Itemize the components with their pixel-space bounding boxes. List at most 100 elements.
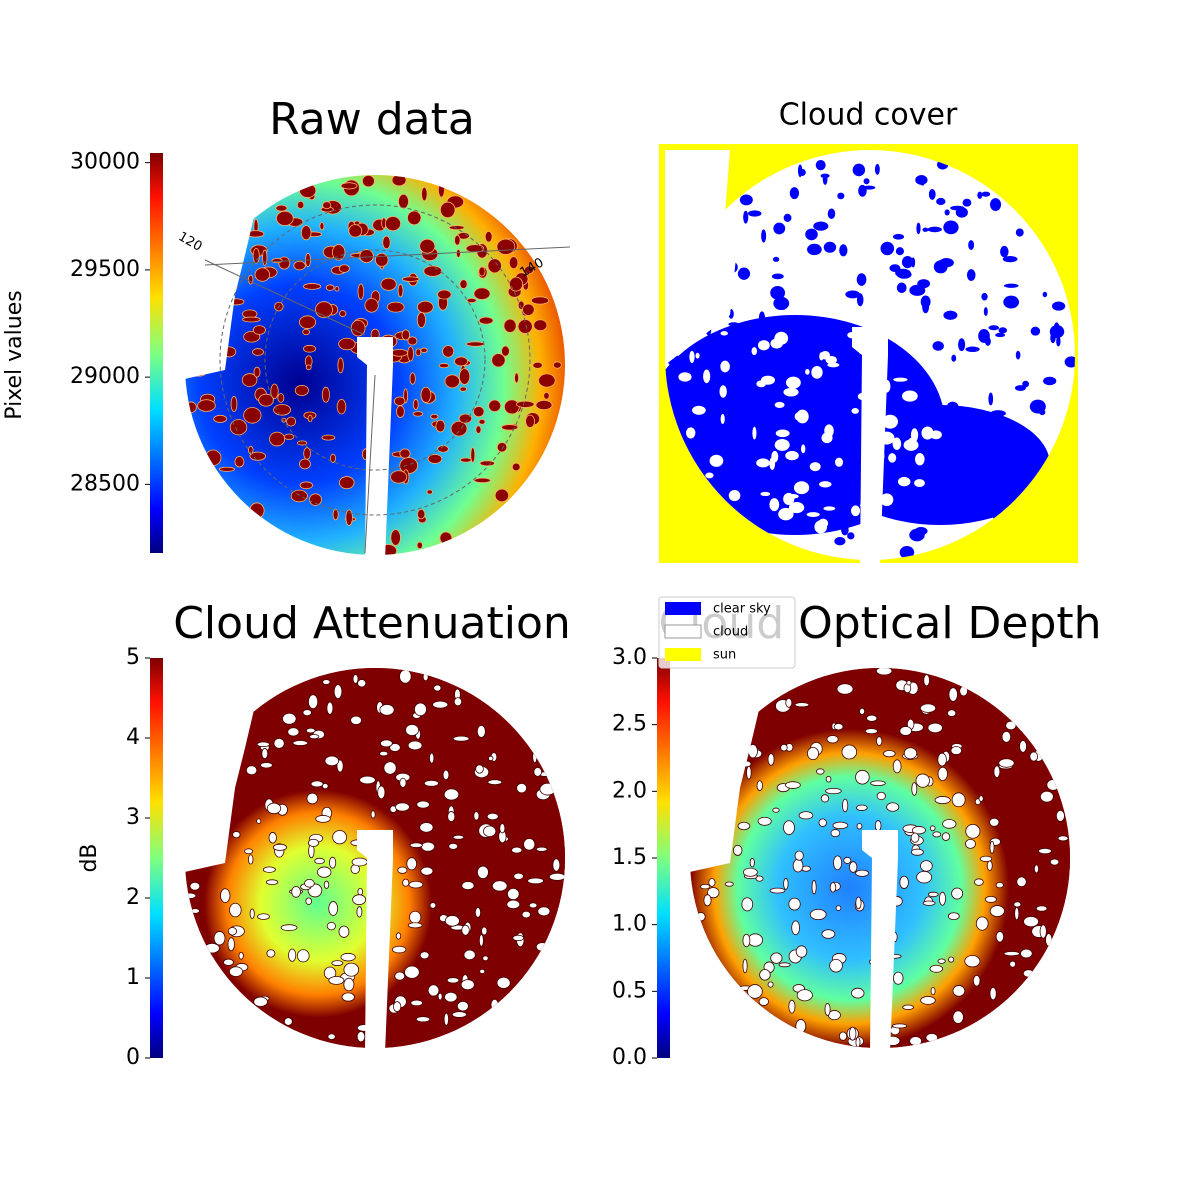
hole-blob — [429, 902, 437, 909]
hole-blob — [478, 934, 484, 947]
hole-blob — [265, 879, 279, 886]
hole-blob — [1001, 730, 1012, 743]
range-ring — [264, 249, 486, 471]
cloud-blob — [364, 298, 379, 313]
cloud-blob — [466, 297, 477, 304]
hole-blob — [952, 985, 966, 997]
hole-blob — [911, 782, 918, 796]
cover-blob — [747, 210, 762, 217]
cover-blob — [896, 282, 907, 294]
cloud-blob — [438, 363, 450, 369]
hole-blob — [331, 960, 344, 966]
cover-blob — [1003, 283, 1019, 288]
hole-blob — [830, 829, 841, 838]
hole-blob — [870, 780, 886, 787]
hole-blob — [699, 883, 711, 890]
cloud-blob — [334, 286, 340, 292]
hole-blob — [794, 850, 804, 861]
cloud-blob — [321, 386, 330, 403]
cover-blob — [892, 437, 902, 450]
hole-blob — [383, 761, 397, 775]
hole-blob — [333, 684, 343, 699]
hole-blob — [395, 932, 402, 940]
cover-blob — [990, 198, 1002, 212]
cover-blob — [920, 295, 931, 309]
cover-blob — [785, 450, 799, 461]
tick-label: 2 — [126, 885, 140, 910]
hole-blob — [833, 855, 843, 871]
hole-blob — [902, 1004, 915, 1010]
mast — [357, 337, 393, 560]
cover-blob — [914, 479, 925, 488]
hole-blob — [326, 701, 334, 715]
hole-blob — [291, 886, 301, 898]
cloud-blob — [303, 283, 322, 290]
hole-blob — [307, 694, 319, 710]
cover-blob — [737, 267, 751, 280]
cloud-blob — [219, 466, 235, 472]
hole-blob — [911, 826, 926, 835]
hole-blob — [343, 962, 360, 977]
cover-blob — [981, 292, 988, 301]
hole-blob — [1035, 905, 1048, 912]
cover-blob — [823, 506, 836, 511]
hole-blob — [423, 779, 439, 787]
cloud-blob — [524, 265, 535, 275]
cloud-blob — [332, 508, 339, 521]
cloud-blob — [345, 509, 353, 526]
cloud-blob — [413, 398, 419, 410]
hole-blob — [984, 895, 997, 903]
cover-blob — [916, 222, 921, 235]
cover-blob — [909, 284, 926, 296]
hole-blob — [304, 878, 315, 888]
hole-blob — [479, 968, 486, 974]
hole-blob — [245, 765, 258, 776]
cloud-blob — [450, 420, 468, 437]
cloud-blob — [309, 493, 322, 506]
cloud-blob — [322, 201, 332, 210]
cover-blob — [819, 352, 824, 361]
hole-blob — [324, 755, 340, 767]
cloud-blob — [530, 296, 550, 305]
cover-blob — [862, 185, 876, 190]
tick-label: 0.0 — [612, 1045, 647, 1070]
hole-blob — [758, 997, 769, 1006]
hole-blob — [875, 668, 893, 676]
hole-blob — [405, 724, 420, 736]
cover-blob — [922, 227, 929, 232]
hole-blob — [443, 1012, 449, 1026]
cloud-blob — [319, 221, 325, 231]
hole-blob — [350, 715, 362, 725]
cover-blob — [760, 491, 771, 497]
hole-blob — [1016, 876, 1027, 888]
cover-blob — [998, 327, 1008, 334]
cover-blob — [739, 194, 753, 206]
cloud-blob — [444, 374, 460, 389]
cloud-blob — [336, 398, 347, 415]
cover-blob — [966, 269, 976, 281]
cloud-blob — [298, 315, 317, 329]
hole-blob — [475, 764, 484, 774]
hole-blob — [499, 823, 506, 834]
hole-blob — [788, 999, 796, 1014]
hole-blob — [947, 709, 957, 717]
cover-blob — [1000, 245, 1009, 258]
cloud-blob — [249, 451, 267, 461]
cover-blob — [928, 188, 936, 200]
hole-blob — [409, 842, 423, 848]
legend-patch — [664, 624, 702, 639]
cloud-blob — [271, 258, 283, 264]
hole-blob — [336, 759, 344, 773]
hole-blob — [232, 831, 241, 839]
cover-blob — [691, 405, 706, 415]
hole-blob — [229, 902, 242, 918]
cover-blob — [981, 191, 991, 197]
cloud-blob — [437, 445, 449, 453]
hole-blob — [332, 830, 348, 845]
cover-blob — [758, 311, 766, 324]
cloud-blob — [303, 344, 317, 353]
tick-label: 30000 — [70, 150, 140, 175]
cover-blob — [852, 163, 866, 177]
hole-blob — [864, 728, 878, 735]
hole-blob — [474, 907, 482, 918]
